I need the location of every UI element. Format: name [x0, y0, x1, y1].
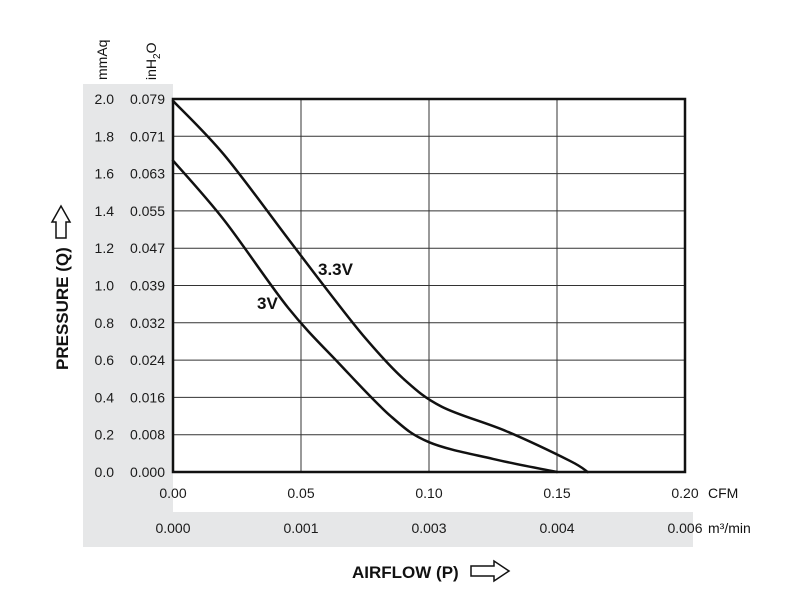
- x-tick-label-cfm: 0.00: [159, 485, 186, 501]
- y-tick-label-inh2o: 0.047: [130, 240, 165, 256]
- x-tick-labels: 0.00 0.000 0.05 0.001 0.10 0.003 0.15 0.004 0.20…: [155, 485, 702, 536]
- x-axis-band: [83, 512, 693, 547]
- y-tick-label-inh2o: 0.016: [130, 389, 165, 405]
- y-unit-secondary: inH2O: [143, 42, 163, 80]
- x-tick-label-m3min: 0.006: [667, 520, 702, 536]
- x-axis-arrow-icon: [470, 559, 511, 583]
- y-axis-title: PRESSURE (Q): [53, 247, 72, 370]
- x-tick-label-cfm: 0.10: [415, 485, 442, 501]
- y-tick-label-inh2o: 0.071: [130, 128, 165, 144]
- y-tick-label-inh2o: 0.039: [130, 278, 165, 294]
- y-axis-arrow-icon: [50, 204, 72, 239]
- y-tick-label-inh2o: 0.008: [130, 427, 165, 443]
- y-tick-label-mmaq: 1.6: [95, 166, 115, 182]
- x-tick-label-cfm: 0.20: [671, 485, 698, 501]
- y-tick-label-inh2o: 0.032: [130, 315, 165, 331]
- y-tick-label-mmaq: 1.8: [95, 128, 115, 144]
- x-tick-label-m3min: 0.004: [539, 520, 574, 536]
- y-tick-label-mmaq: 2.0: [95, 91, 115, 107]
- x-unit-primary: CFM: [708, 485, 738, 501]
- series-line-3v: [171, 159, 559, 474]
- y-tick-label-inh2o: 0.063: [130, 166, 165, 182]
- x-tick-label-m3min: 0.001: [283, 520, 318, 536]
- y-tick-label-mmaq: 1.0: [95, 278, 115, 294]
- y-tick-label-mmaq: 1.2: [95, 240, 115, 256]
- x-unit-secondary: m³/min: [708, 520, 751, 536]
- y-tick-label-inh2o: 0.000: [130, 464, 165, 480]
- series-line-3-3v: [171, 99, 589, 474]
- y-tick-label-mmaq: 0.4: [95, 389, 115, 405]
- x-tick-label-m3min: 0.003: [411, 520, 446, 536]
- y-tick-label-mmaq: 1.4: [95, 203, 115, 219]
- y-tick-label-mmaq: 0.0: [95, 464, 115, 480]
- y-tick-labels: 0.0 0.000 0.2 0.008 0.4 0.016 0.6 0.024 0.8 0.032…: [95, 91, 166, 480]
- y-unit-primary: mmAq: [94, 40, 110, 80]
- x-tick-label-cfm: 0.05: [287, 485, 314, 501]
- plot-frame: [171, 97, 687, 474]
- x-tick-label-cfm: 0.15: [543, 485, 570, 501]
- y-axis-band: [83, 84, 173, 512]
- y-tick-label-inh2o: 0.079: [130, 91, 165, 107]
- y-tick-label-inh2o: 0.024: [130, 352, 165, 368]
- x-axis-title: AIRFLOW (P): [352, 563, 459, 582]
- y-tick-label-mmaq: 0.2: [95, 427, 115, 443]
- series-label-3-3v: 3.3V: [318, 260, 354, 279]
- y-tick-label-inh2o: 0.055: [130, 203, 165, 219]
- x-tick-label-m3min: 0.000: [155, 520, 190, 536]
- y-tick-label-mmaq: 0.6: [95, 352, 115, 368]
- y-tick-label-mmaq: 0.8: [95, 315, 115, 331]
- series-label-3v: 3V: [257, 294, 278, 313]
- series-layer: [171, 99, 589, 474]
